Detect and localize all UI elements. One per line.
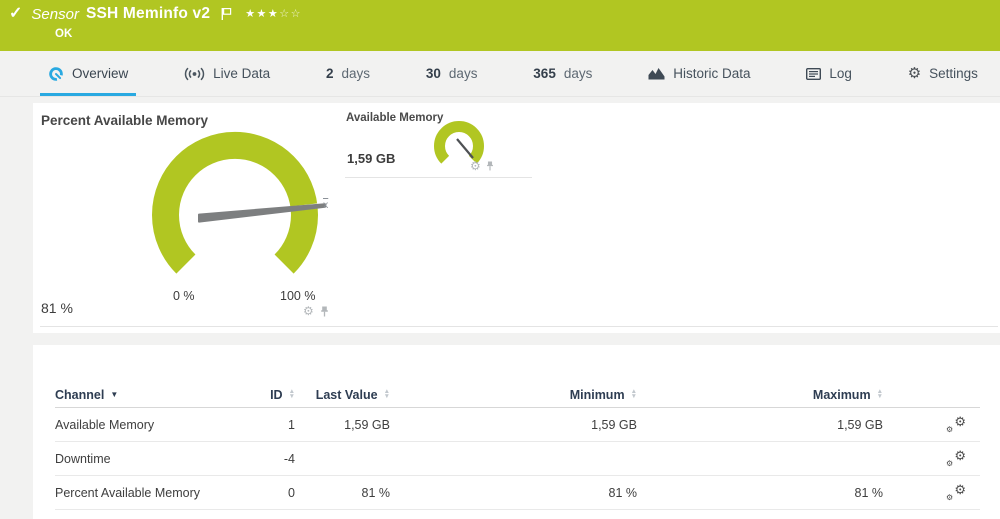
column-label: Last Value	[315, 387, 378, 402]
mini-gauge-title: Available Memory	[346, 112, 444, 124]
tab-historic-data[interactable]: Historic Data	[640, 51, 758, 96]
channel-id: 1	[288, 417, 295, 432]
status-badge: OK	[55, 28, 73, 40]
column-header-maximum[interactable]: Maximum ▲ ▼	[637, 388, 883, 402]
column-header-last-value[interactable]: Last Value ▲ ▼	[295, 388, 390, 402]
tab-bar: Overview Live Data 2 days 30 days 365 da…	[0, 51, 1000, 97]
gauge-value: 81 %	[41, 300, 73, 316]
tab-30-days[interactable]: 30 days	[418, 51, 486, 96]
historic-data-icon	[648, 68, 665, 80]
column-header-channel[interactable]: Channel ▼	[55, 388, 235, 402]
page-title: SSH Meminfo v2	[85, 5, 211, 22]
status-check-icon: ✓	[9, 5, 23, 22]
column-label: Minimum	[569, 387, 625, 402]
column-header-id[interactable]: ID ▲ ▼	[235, 388, 295, 402]
tab-label: days	[563, 66, 593, 81]
pin-icon[interactable]	[320, 306, 329, 317]
channel-maximum: 1,59 GB	[837, 417, 883, 432]
channel-minimum: 1,59 GB	[591, 417, 637, 432]
stars-empty: ☆☆	[279, 8, 303, 20]
tab-number: 365	[533, 66, 556, 81]
tab-settings[interactable]: ⚙ Settings	[900, 51, 986, 96]
channel-id: 0	[288, 485, 295, 500]
channel-last-value: 81 %	[361, 485, 391, 500]
table-row: Downtime -4 ⚙ ⚙	[55, 442, 980, 476]
sort-arrows-icon: ▲ ▼	[383, 388, 390, 400]
tab-number: 2	[326, 66, 334, 81]
tab-live-data[interactable]: Live Data	[176, 51, 278, 96]
tab-overview[interactable]: Overview	[40, 51, 137, 96]
channel-maximum: 81 %	[854, 485, 884, 500]
tab-log[interactable]: Log	[798, 51, 860, 96]
pin-icon[interactable]	[486, 161, 494, 171]
sensor-header: ✓ Sensor SSH Meminfo v2 ★★★☆☆ OK	[0, 0, 1000, 51]
column-label: Maximum	[812, 387, 871, 402]
stars-filled: ★★★	[245, 8, 280, 20]
channel-name[interactable]: Percent Available Memory	[55, 485, 200, 500]
mini-gauge-divider	[345, 177, 532, 178]
tab-label: Historic Data	[673, 66, 751, 81]
gauges-panel: Percent Available Memory x 0 % 100 % 81 …	[33, 103, 1000, 333]
sensor-kind-label: Sensor	[31, 5, 79, 23]
live-data-icon	[184, 67, 205, 80]
sort-caret-down-icon: ▼	[110, 390, 119, 399]
channel-name[interactable]: Downtime	[55, 451, 111, 466]
channel-settings-gears-icon[interactable]: ⚙ ⚙	[946, 447, 966, 468]
channel-name[interactable]: Available Memory	[55, 417, 155, 432]
table-row: Percent Available Memory 0 81 % 81 % 81 …	[55, 476, 980, 510]
log-icon	[806, 67, 822, 80]
gauge-divider	[40, 326, 998, 327]
column-label: ID	[270, 387, 283, 402]
gauge-max-label: 100 %	[280, 289, 316, 303]
sort-arrows-icon: ▲ ▼	[630, 388, 637, 400]
column-label: Channel	[55, 387, 105, 402]
mini-gauge-settings-gear-icon[interactable]: ⚙	[470, 159, 481, 173]
channels-panel: Channel ▼ ID ▲ ▼ Last Value ▲ ▼ Minimum ▲ ▼…	[33, 345, 1000, 519]
tab-label: days	[341, 66, 371, 81]
tab-365-days[interactable]: 365 days	[525, 51, 600, 96]
average-marker: x	[323, 199, 329, 211]
tab-label: Settings	[929, 66, 978, 81]
priority-stars[interactable]: ★★★☆☆	[245, 8, 302, 20]
tab-2-days[interactable]: 2 days	[318, 51, 378, 96]
tab-number: 30	[425, 66, 441, 81]
channel-settings-gears-icon[interactable]: ⚙ ⚙	[946, 413, 966, 434]
tab-label: Live Data	[213, 66, 271, 81]
channel-last-value: 1,59 GB	[344, 417, 390, 432]
gauge-min-label: 0 %	[173, 289, 195, 303]
gauge-icon	[49, 66, 63, 81]
channel-id: -4	[283, 451, 295, 466]
percent-available-memory-gauge	[152, 131, 326, 274]
channel-settings-gears-icon[interactable]: ⚙ ⚙	[946, 481, 966, 502]
table-header-row: Channel ▼ ID ▲ ▼ Last Value ▲ ▼ Minimum ▲ ▼…	[55, 382, 980, 408]
mini-gauge-value: 1,59 GB	[347, 151, 396, 166]
gear-icon: ⚙	[907, 65, 922, 82]
column-header-minimum[interactable]: Minimum ▲ ▼	[390, 388, 637, 402]
channel-minimum: 81 %	[608, 485, 638, 500]
gauge-settings-gear-icon[interactable]: ⚙	[303, 304, 314, 318]
channels-table: Channel ▼ ID ▲ ▼ Last Value ▲ ▼ Minimum ▲ ▼…	[55, 382, 980, 510]
flag-icon[interactable]	[221, 7, 232, 21]
sort-arrows-icon: ▲ ▼	[288, 388, 295, 400]
tab-label: Overview	[72, 66, 129, 81]
table-row: Available Memory 1 1,59 GB 1,59 GB 1,59 …	[55, 408, 980, 442]
available-memory-gauge	[434, 121, 484, 164]
tab-label: days	[448, 66, 478, 81]
tab-label: Log	[829, 66, 852, 81]
sort-arrows-icon: ▲ ▼	[876, 388, 883, 400]
gauge-title: Percent Available Memory	[41, 113, 209, 128]
